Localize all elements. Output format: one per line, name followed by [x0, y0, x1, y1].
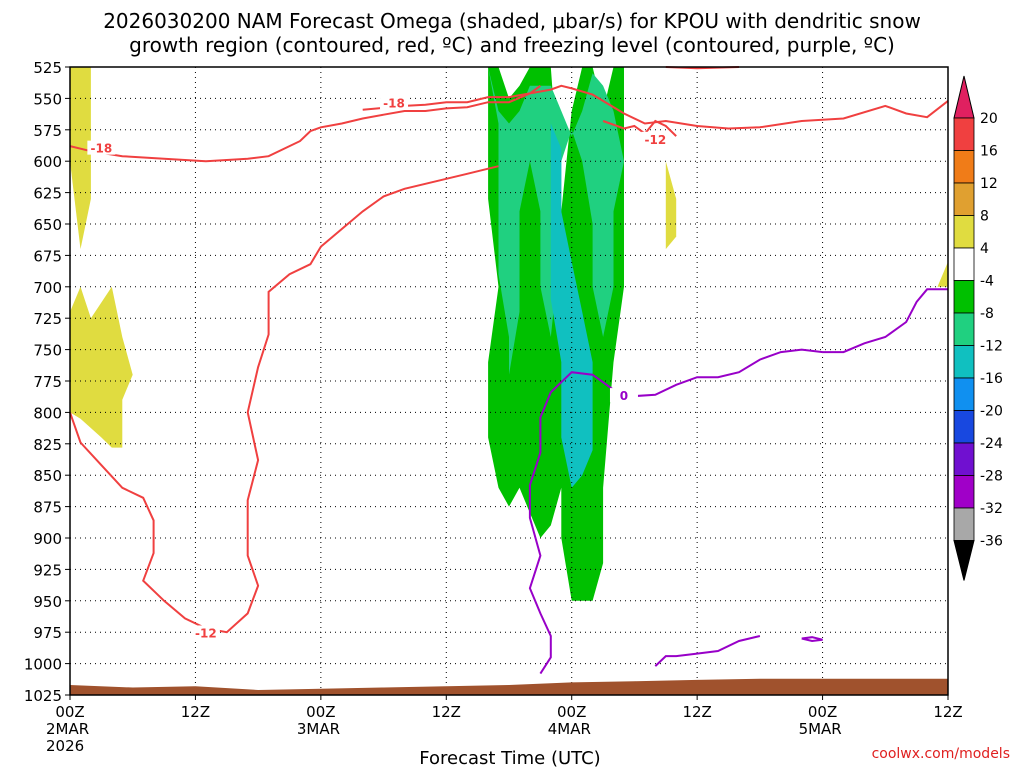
colorbar-label: 12 — [980, 176, 998, 192]
x-tick-label: 00Z — [808, 703, 837, 721]
contour-line — [528, 288, 948, 675]
colorbar-label: 20 — [980, 111, 998, 127]
omega-region — [937, 261, 948, 287]
colorbar-label: 16 — [980, 144, 998, 160]
x-tick-label: 12Z — [181, 703, 210, 721]
x-tick-label: 12Z — [682, 703, 711, 721]
omega-region — [70, 286, 133, 448]
y-tick-label: 625 — [33, 185, 62, 203]
omega-region — [70, 67, 91, 250]
y-tick-label: 650 — [33, 216, 62, 234]
colorbar-segment — [953, 312, 975, 346]
y-tick-label: 850 — [33, 467, 62, 485]
x-tick-date: 2MAR — [46, 720, 89, 738]
x-tick-year: 2026 — [46, 737, 84, 755]
contour-label-bg — [609, 388, 638, 403]
colorbar-segment — [953, 280, 975, 314]
colorbar-label: 4 — [980, 241, 989, 257]
x-tick-label: 12Z — [933, 703, 962, 721]
colorbar-bottom-arrow — [953, 540, 975, 581]
colorbar-segment — [953, 345, 975, 379]
contour-label: -18 — [383, 96, 405, 110]
x-tick-label: 00Z — [55, 703, 84, 721]
y-tick-label: 950 — [33, 593, 62, 611]
colorbar-label: -20 — [980, 404, 1003, 420]
contour-label: 0 — [620, 389, 628, 403]
y-tick-label: 700 — [33, 279, 62, 297]
colorbar-label: -12 — [980, 339, 1003, 355]
contour-line — [69, 165, 499, 634]
x-tick-label: 00Z — [557, 703, 586, 721]
colorbar-segment — [953, 117, 975, 151]
x-axis-label: Forecast Time (UTC) — [419, 748, 600, 768]
y-tick-label: 600 — [33, 153, 62, 171]
colorbar-label: -24 — [980, 436, 1003, 452]
y-tick-label: 1025 — [24, 687, 62, 705]
x-tick-label: 12Z — [432, 703, 461, 721]
plot-area: -18 -18 -12 -12 0 525 550 575 600 625 650 675 700 725… — [24, 59, 963, 755]
colorbar-label: -4 — [980, 274, 994, 290]
colorbar-segment — [953, 442, 975, 476]
y-tick-label: 750 — [33, 342, 62, 360]
contour-label-bg — [191, 625, 220, 640]
y-tick-label: 1000 — [24, 656, 62, 674]
x-tick-date: 5MAR — [799, 720, 842, 738]
contour-line — [69, 84, 949, 163]
colorbar: 20 16 12 8 4 -4 -8 -12 -16 -20 -24 -28 -32 -36 — [953, 75, 1003, 581]
contour-label-bg — [641, 131, 670, 146]
colorbar-segment — [953, 410, 975, 444]
credit-text: coolwx.com/models — [872, 746, 1010, 762]
colorbar-segment — [953, 507, 975, 541]
y-tick-label: 900 — [33, 530, 62, 548]
colorbar-top-arrow — [953, 75, 975, 119]
y-tick-label: 550 — [33, 90, 62, 108]
x-tick-date: 3MAR — [297, 720, 340, 738]
colorbar-label: -16 — [980, 371, 1003, 387]
y-tick-label: 925 — [33, 561, 62, 579]
colorbar-segment — [953, 247, 975, 281]
x-tick-label: 00Z — [306, 703, 335, 721]
chart-title-line1: 2026030200 NAM Forecast Omega (shaded, μ… — [103, 9, 921, 33]
colorbar-segment — [953, 475, 975, 509]
colorbar-segment — [953, 150, 975, 184]
contour-line — [362, 84, 541, 111]
y-tick-label: 825 — [33, 436, 62, 454]
colorbar-label: 8 — [980, 209, 989, 225]
chart-title-line2: growth region (contoured, red, ºC) and f… — [129, 33, 895, 57]
colorbar-segment — [953, 215, 975, 249]
omega-region — [550, 123, 593, 488]
surface-terrain — [70, 678, 948, 695]
y-tick-label: 775 — [33, 373, 62, 391]
y-tick-label: 800 — [33, 404, 62, 422]
colorbar-label: -32 — [980, 501, 1003, 517]
y-tick-label: 875 — [33, 499, 62, 517]
y-tick-label: 525 — [33, 59, 62, 77]
contour-line — [801, 636, 823, 643]
x-tick-date: 4MAR — [548, 720, 591, 738]
y-tick-label: 675 — [33, 247, 62, 265]
contour-label-bg — [87, 140, 116, 155]
contour-label: -12 — [644, 133, 666, 147]
y-tick-label: 975 — [33, 624, 62, 642]
y-tick-label: 575 — [33, 122, 62, 140]
y-tick-label: 725 — [33, 310, 62, 328]
contour-label: -18 — [91, 142, 113, 156]
contour-line — [654, 635, 761, 667]
colorbar-segment — [953, 377, 975, 411]
contour-label: -12 — [195, 626, 217, 640]
contour-label-bg — [380, 95, 409, 110]
colorbar-label: -36 — [980, 534, 1003, 550]
colorbar-label: -8 — [980, 306, 994, 322]
colorbar-segment — [953, 182, 975, 216]
colorbar-label: -28 — [980, 469, 1003, 485]
omega-region — [665, 161, 677, 250]
